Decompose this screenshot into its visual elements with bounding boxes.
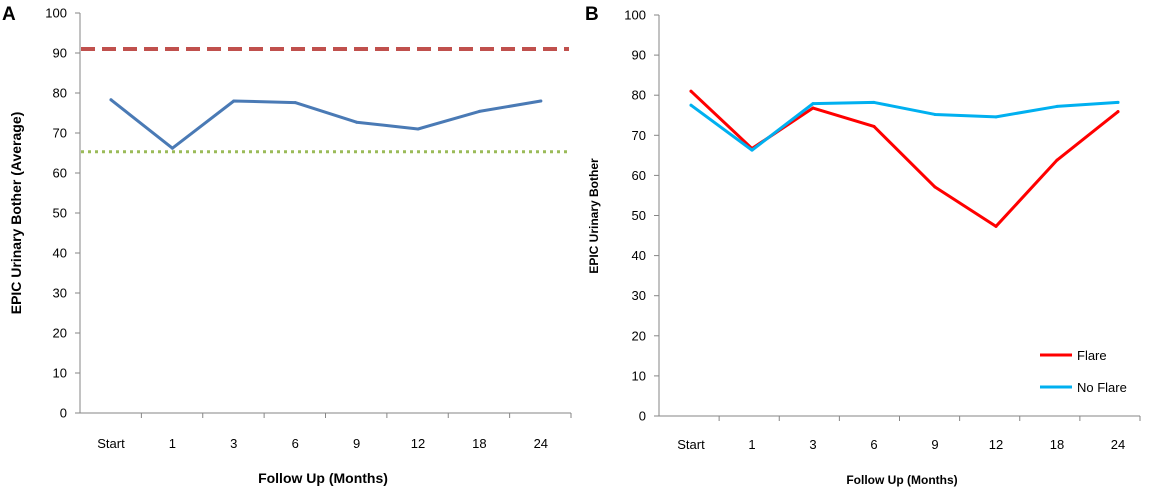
panel-b-data-point-flare <box>933 185 937 189</box>
panel-b-data-point-flare <box>872 124 876 128</box>
panel-b-x-tick-label: Start <box>677 437 705 452</box>
panel-a-y-tick-label: 20 <box>53 326 67 341</box>
panel-b-x-tick-label: 18 <box>1050 437 1064 452</box>
panel-b-data-point-no-flare <box>750 148 754 152</box>
panel-b-label: B <box>585 4 599 25</box>
panel-a-y-tick-label: 0 <box>60 406 67 421</box>
panel-b-x-tick-label: 12 <box>989 437 1003 452</box>
panel-b-legend: Flare No Flare <box>1040 348 1127 395</box>
panel-b-data-point-no-flare <box>994 115 998 119</box>
panel-a-data-point-average <box>293 101 297 105</box>
panel-b-data-point-flare <box>811 106 815 110</box>
panel-b-data-point-flare <box>994 224 998 228</box>
panel-a-data-point-average <box>109 98 113 102</box>
panel-b-y-tick-label: 100 <box>624 8 646 23</box>
panel-a-y-axis-title: EPIC Urinary Bother (Average) <box>8 112 24 315</box>
panel-a-y-tick-label: 30 <box>53 286 67 301</box>
panel-b-x-tick-label: 24 <box>1111 437 1125 452</box>
panel-b-data-point-flare <box>689 89 693 93</box>
panel-b-y-tick-label: 90 <box>632 48 646 63</box>
panel-b-x-axis-title: Follow Up (Months) <box>846 473 957 487</box>
panel-a-y-tick-label: 50 <box>53 206 67 221</box>
panel-a-x-tick-label: 3 <box>230 436 237 451</box>
panel-b-y-tick-label: 70 <box>632 128 646 143</box>
panel-a-y-tick-label: 70 <box>53 126 67 141</box>
panel-a: A EPIC Urinary Bother (Average) Follow U… <box>2 4 572 486</box>
panel-b-x-tick-label: 9 <box>931 437 938 452</box>
panel-a-x-axis-title: Follow Up (Months) <box>258 470 388 486</box>
panel-b-y-tick-label: 20 <box>632 328 646 343</box>
panel-a-data-point-average <box>355 120 359 124</box>
panel-a-x-tick-label: 24 <box>534 436 548 451</box>
panel-b-data-point-no-flare <box>933 112 937 116</box>
panel-b-y-axis-title: EPIC Urinary Bother <box>587 158 601 274</box>
panel-a-x-tick-label: 1 <box>169 436 176 451</box>
panel-b: B EPIC Urinary Bother Follow Up (Months)… <box>585 4 1141 487</box>
legend-label-flare: Flare <box>1077 348 1107 363</box>
panel-a-data-point-average <box>170 146 174 150</box>
panel-b-y-tick-label: 50 <box>632 208 646 223</box>
panel-a-series-line-average <box>109 98 543 150</box>
panel-a-y-tick-label: 100 <box>45 6 67 21</box>
panel-b-y-tick-label: 40 <box>632 248 646 263</box>
panel-b-x-tick-label: 6 <box>870 437 877 452</box>
panel-b-data-point-no-flare <box>689 103 693 107</box>
panel-a-y-tick-label: 40 <box>53 246 67 261</box>
panel-b-data-point-flare <box>1055 158 1059 162</box>
panel-b-series-line-flare <box>689 89 1120 228</box>
panel-b-y-tick-label: 0 <box>639 409 646 424</box>
panel-b-data-point-no-flare <box>1055 104 1059 108</box>
panel-b-series-line-no-flare <box>689 100 1120 152</box>
panel-a-x-tick-label: 6 <box>292 436 299 451</box>
panel-a-y-tick-label: 90 <box>53 46 67 61</box>
panel-b-x-tick-label: 1 <box>748 437 755 452</box>
panel-a-y-tick-label: 10 <box>53 366 67 381</box>
panel-b-y-tick-label: 10 <box>632 368 646 383</box>
panel-b-y-tick-label: 60 <box>632 168 646 183</box>
panel-a-y-tick-label: 60 <box>53 166 67 181</box>
panel-a-x-tick-label: 18 <box>472 436 486 451</box>
panel-b-y-tick-label: 30 <box>632 288 646 303</box>
panel-b-y-tick-label: 80 <box>632 88 646 103</box>
panel-a-x-tick-label: Start <box>97 436 125 451</box>
panel-a-data-point-average <box>416 127 420 131</box>
panel-b-data-point-no-flare <box>1116 100 1120 104</box>
panel-b-data-point-no-flare <box>811 102 815 106</box>
panel-a-label: A <box>2 4 16 25</box>
panel-a-x-tick-label: 12 <box>411 436 425 451</box>
panel-b-x-tick-label: 3 <box>809 437 816 452</box>
panel-a-data-point-average <box>539 99 543 103</box>
panel-a-data-point-average <box>477 109 481 113</box>
panel-b-data-point-flare <box>1116 110 1120 114</box>
legend-label-no-flare: No Flare <box>1077 380 1127 395</box>
panel-a-x-tick-label: 9 <box>353 436 360 451</box>
panel-b-data-point-no-flare <box>872 100 876 104</box>
panel-a-data-point-average <box>232 99 236 103</box>
panel-a-y-tick-label: 80 <box>53 86 67 101</box>
